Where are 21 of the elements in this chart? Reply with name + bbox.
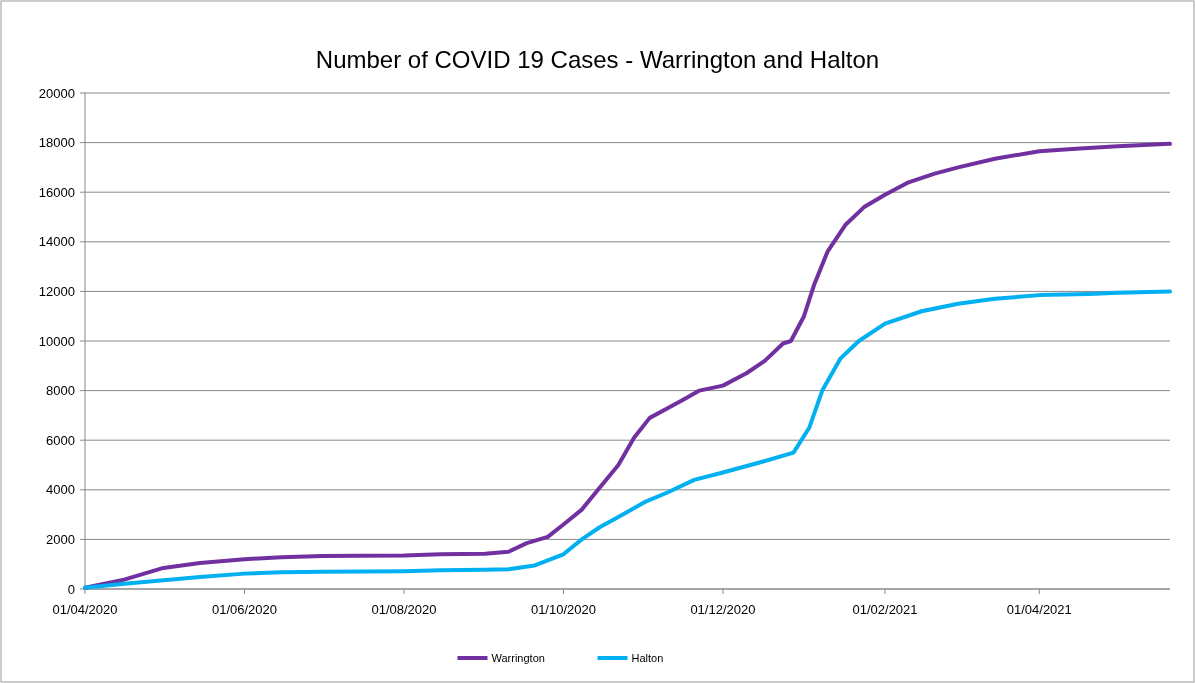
legend-label: Halton xyxy=(631,651,664,664)
y-tick-label: 10000 xyxy=(38,333,75,349)
y-tick-label: 16000 xyxy=(38,184,75,200)
legend-label: Warrington xyxy=(491,651,545,664)
y-tick-label: 14000 xyxy=(38,234,75,250)
y-tick-label: 20000 xyxy=(38,85,75,101)
y-tick-label: 4000 xyxy=(46,482,75,498)
x-tick-label: 01/06/2020 xyxy=(211,602,278,617)
x-tick-label: 01/12/2020 xyxy=(690,602,756,617)
y-tick-label: 6000 xyxy=(46,432,75,448)
y-tick-label: 0 xyxy=(67,581,75,597)
x-tick-label: 01/10/2020 xyxy=(530,602,596,617)
y-tick-label: 8000 xyxy=(46,383,75,399)
x-tick-label: 01/04/2020 xyxy=(52,602,118,617)
y-tick-label: 12000 xyxy=(38,283,75,299)
x-tick-label: 01/02/2021 xyxy=(852,602,918,617)
x-tick-label: 01/08/2020 xyxy=(371,602,437,617)
y-tick-label: 2000 xyxy=(46,531,75,547)
x-tick-label: 01/04/2021 xyxy=(1006,602,1072,617)
y-tick-label: 18000 xyxy=(38,135,75,151)
chart-title: Number of COVID 19 Cases - Warrington and Halton xyxy=(315,46,880,73)
